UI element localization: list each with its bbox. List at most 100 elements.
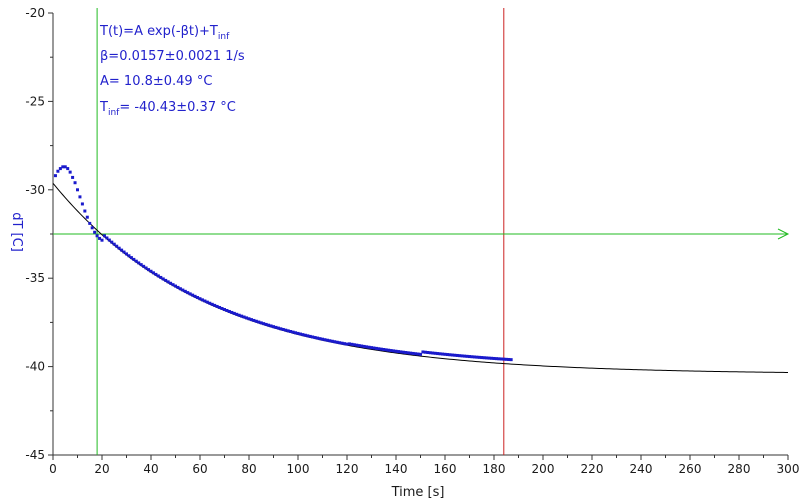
data-point: [316, 336, 320, 340]
data-point: [78, 195, 82, 199]
data-point: [85, 215, 89, 219]
data-point: [490, 356, 494, 360]
data-point: [338, 341, 342, 345]
data-point: [210, 302, 214, 306]
data-point: [470, 355, 474, 359]
data-point: [399, 350, 403, 354]
data-point: [441, 352, 445, 356]
data-point: [438, 352, 442, 356]
data-point: [281, 327, 285, 331]
data-point: [492, 356, 496, 360]
data-point: [291, 330, 295, 334]
data-point: [343, 342, 347, 346]
data-point: [404, 351, 408, 355]
data-point: [321, 337, 324, 341]
data-point: [330, 339, 334, 343]
data-point: [389, 349, 393, 353]
data-point: [301, 333, 305, 337]
data-point: [252, 318, 256, 322]
data-point: [205, 300, 209, 304]
data-point: [249, 318, 253, 322]
data-point: [308, 334, 312, 338]
data-point: [240, 314, 244, 318]
x-tick-label: 180: [483, 462, 506, 476]
data-point: [208, 301, 212, 305]
data-point: [272, 325, 275, 329]
data-point: [445, 353, 449, 357]
data-point: [98, 236, 102, 240]
data-point: [191, 293, 195, 297]
data-point: [333, 340, 337, 344]
data-point: [372, 346, 376, 350]
data-point: [93, 230, 97, 234]
data-point: [387, 348, 391, 352]
data-point: [350, 342, 354, 346]
x-tick-label: 0: [49, 462, 57, 476]
data-point: [458, 354, 462, 358]
x-tick-label: 220: [581, 462, 604, 476]
data-point: [102, 234, 106, 238]
data-point: [279, 327, 283, 331]
data-point: [156, 274, 160, 278]
data-point: [465, 354, 469, 358]
data-point: [227, 309, 231, 313]
x-tick-label: 280: [728, 462, 751, 476]
data-point: [71, 175, 75, 179]
data-point: [105, 236, 109, 240]
data-point: [80, 202, 84, 206]
data-point: [347, 342, 351, 346]
data-points-layer: [53, 165, 513, 362]
data-point: [360, 344, 364, 348]
y-axis-title: dT [C]: [9, 212, 24, 252]
data-point: [235, 312, 239, 316]
x-tick-label: 140: [385, 462, 408, 476]
data-point: [340, 341, 344, 345]
data-point: [409, 351, 413, 355]
data-point: [198, 297, 202, 301]
data-point: [433, 351, 437, 355]
data-point: [485, 356, 489, 360]
data-point: [164, 278, 168, 282]
data-point: [264, 322, 268, 326]
y-tick-label: -40: [25, 360, 45, 374]
data-point: [137, 261, 141, 265]
data-point: [507, 357, 511, 361]
data-point: [325, 338, 329, 342]
data-point: [384, 348, 388, 352]
data-point: [181, 288, 185, 292]
data-point: [396, 350, 400, 354]
data-point: [423, 350, 427, 354]
data-point: [196, 296, 200, 300]
data-point: [453, 353, 457, 357]
y-axis-ticks: -45 -40 -35 -30 -25 -20: [25, 6, 53, 462]
data-point: [53, 174, 57, 178]
data-point: [499, 357, 503, 361]
data-point: [379, 347, 383, 351]
data-point: [480, 356, 484, 360]
data-point: [90, 226, 94, 230]
fit-tinf: Tinf= -40.43±0.37 °C: [99, 100, 236, 118]
data-point: [411, 351, 415, 355]
data-point: [497, 357, 501, 361]
data-point: [83, 209, 87, 213]
data-point: [200, 298, 204, 302]
data-point: [151, 271, 155, 275]
data-point: [183, 289, 187, 293]
data-point: [374, 346, 378, 350]
fit-formula: T(t)=A exp(-βt)+Tinf: [99, 24, 230, 42]
data-point: [419, 352, 422, 356]
data-point: [95, 234, 99, 238]
data-point: [286, 329, 290, 333]
data-point: [193, 294, 197, 298]
data-point: [306, 334, 310, 338]
data-point: [257, 320, 261, 324]
x-axis-title: Time [s]: [391, 485, 445, 500]
data-point: [107, 238, 111, 242]
data-point: [166, 280, 170, 284]
cursor-arrow[interactable]: [777, 228, 790, 240]
data-point: [421, 350, 425, 354]
cursor-lines[interactable]: [53, 8, 790, 455]
x-tick-label: 260: [679, 462, 702, 476]
data-point: [117, 246, 121, 250]
data-point: [335, 340, 339, 344]
